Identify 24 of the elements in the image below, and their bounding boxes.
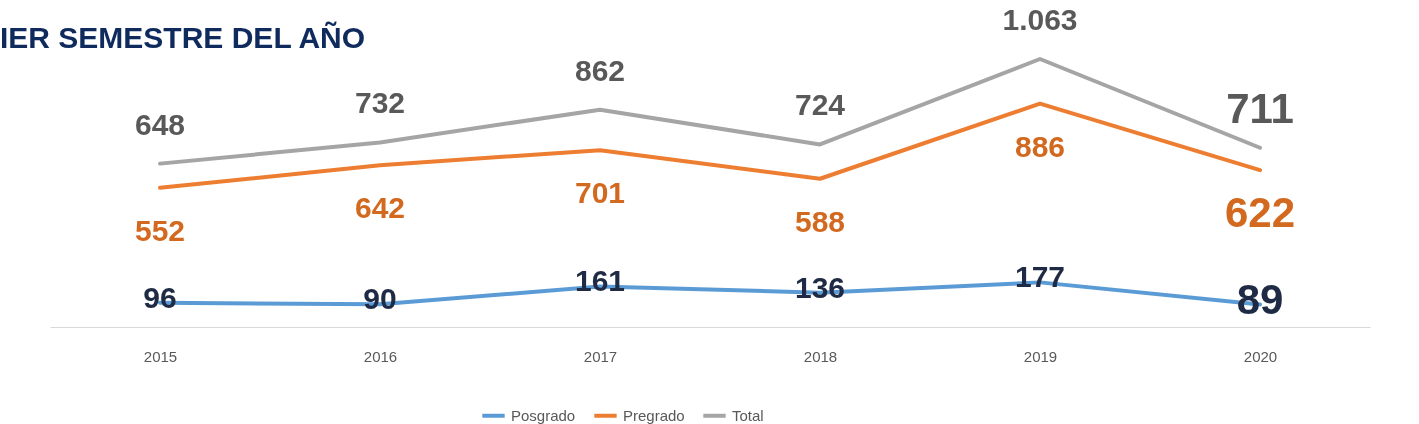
data-label: 886 [1014,129,1066,163]
data-label: 862 [574,53,626,87]
chart-title: IER SEMESTRE DEL AÑO [0,21,366,54]
data-label: 552 [134,213,186,247]
data-label: 89 [1236,275,1284,323]
legend-label: Pregrado [623,406,685,424]
x-tick-label: 2018 [803,347,838,365]
data-label: 701 [574,176,626,210]
data-label: 724 [794,88,846,122]
data-label: 732 [354,86,406,120]
data-label: 96 [143,280,177,314]
data-label: 588 [794,204,846,238]
x-tick-label: 2016 [363,347,398,365]
x-tick-label: 2017 [583,347,618,365]
x-tick-label: 2020 [1243,347,1278,365]
x-tick-label: 2019 [1023,347,1058,365]
data-label: 642 [354,191,406,225]
legend-label: Total [732,406,764,424]
data-label: 622 [1224,189,1296,237]
data-label: 1.063 [1002,3,1078,36]
data-label: 711 [1226,84,1294,132]
x-tick-label: 2015 [143,347,178,365]
legend-label: Posgrado [511,406,576,424]
data-label: 648 [134,107,186,141]
